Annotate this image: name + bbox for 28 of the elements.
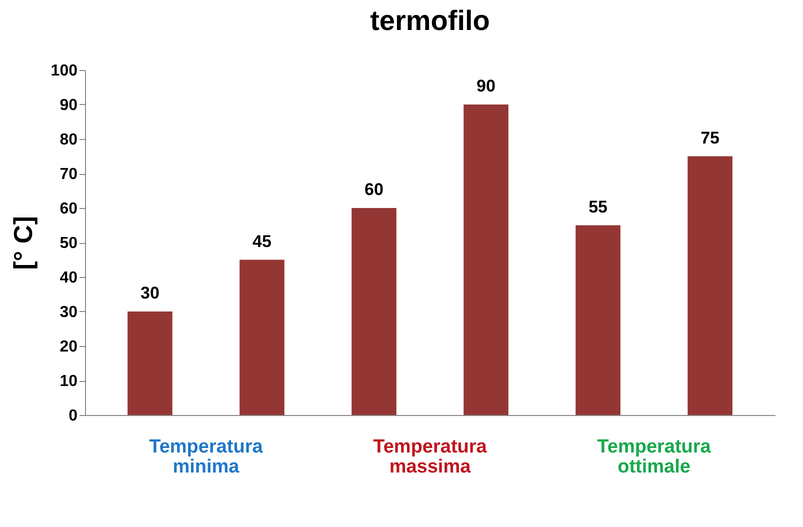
y-tick-label: 20 [60,338,78,356]
y-tick-label: 40 [60,270,78,286]
data-label: 30 [140,284,160,302]
y-tick-label: 50 [60,235,78,252]
data-label: 55 [588,197,608,216]
bar [240,260,284,415]
y-axis-title: [° C] [8,216,38,270]
y-tick-label: 30 [60,304,78,321]
bar [464,104,508,415]
y-tick-label: 90 [60,97,78,114]
bar [688,156,732,415]
bar [576,225,620,415]
chart-title: termofilo [370,5,490,36]
x-tick-label: Temperatura massima [373,436,488,478]
y-tick-label: 10 [60,373,78,390]
y-tick-label: 0 [68,408,78,424]
data-label: 60 [364,180,384,199]
data-label: 45 [252,232,272,251]
bar [352,208,396,415]
y-tick-label: 80 [60,132,78,148]
data-label: 75 [700,128,720,148]
y-tick-label: 70 [60,166,78,183]
x-tick-label: Temperatura ottimale [597,436,712,478]
y-tick-label: 60 [60,200,78,218]
bar [128,312,172,415]
y-tick-label: 100 [50,62,78,80]
x-tick-label: Temperatura minima [149,436,264,478]
data-label: 90 [476,76,496,96]
